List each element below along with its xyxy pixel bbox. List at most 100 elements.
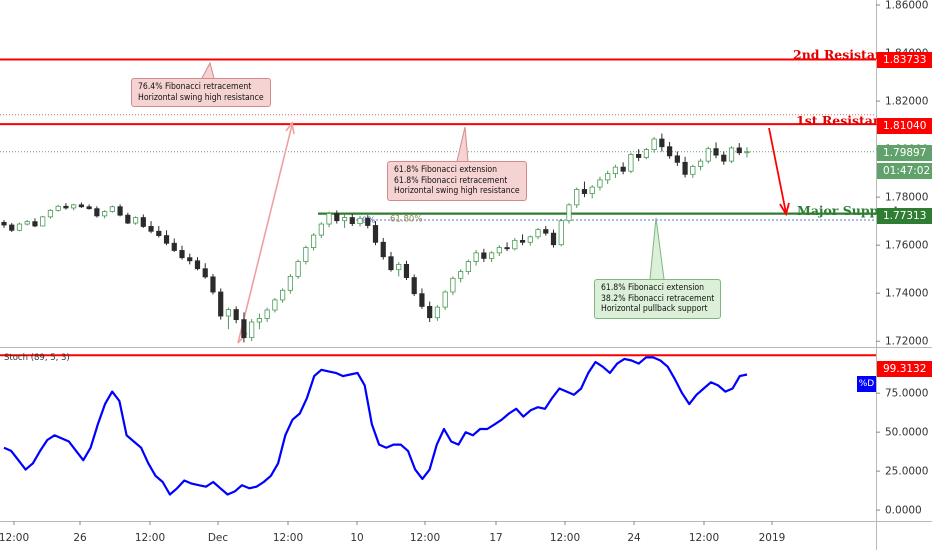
candle-body [744,151,750,154]
candle-body [132,217,139,224]
candle-body [225,309,232,317]
candle-body [303,247,309,262]
swing-arrow-up-head [285,121,295,135]
candle-body [535,229,541,238]
candle-body [597,179,603,188]
candle-body [558,220,564,246]
candle-body [504,247,510,250]
candle-body [543,229,549,234]
candle-body [690,166,696,175]
annotation-line: 61.8% Fibonacci extension [601,283,705,293]
candle-body [628,154,634,172]
stochastic-legend-d: %D [857,376,876,392]
candle-body [667,146,673,157]
candle-body [581,189,588,194]
candle-body [249,321,255,339]
candle-body [659,138,665,148]
price-tick-label: 1.82000 [885,96,928,108]
candle-body [218,291,224,317]
time-tick-label: Dec [208,532,229,544]
time-tick-label: 10 [350,532,363,544]
fib-tag-61: 61.80% [390,215,422,225]
drop-arrow [768,127,787,214]
candle-body [527,236,533,243]
annotation-line: 61.8% Fibonacci retracement [394,175,508,186]
time-tick-label: 12:00 [550,532,580,544]
candle-body [171,242,177,251]
candle-body [349,217,355,224]
candle-body [620,166,626,172]
candle-body [78,204,84,208]
candle-body [481,252,487,259]
candle-body [32,221,38,227]
time-tick-label: 12:00 [273,532,303,544]
price-tick-label: 1.72000 [885,336,928,348]
time-tick-label: 12:00 [689,532,719,544]
candle-body [442,291,448,308]
candle-body [636,154,642,158]
current-price-tag: 1.79897 [877,145,932,161]
stoch-tick-label: 0.0000 [885,505,922,517]
candle-body [589,186,595,194]
candle-body [341,217,348,222]
candle-body [272,299,278,311]
candle-body [396,263,402,271]
time-tick-label: 17 [489,532,502,544]
candle-body [434,306,441,319]
first-resistance-price-tag: 1.81040 [877,118,932,134]
candle-body [287,275,293,291]
candle-body [109,206,115,212]
candle-body [574,189,580,206]
candle-body [612,166,619,175]
time-tick-label: 26 [73,532,87,544]
candle-body [450,277,456,293]
candle-body [372,225,379,243]
time-tick-label: 2019 [759,532,786,544]
pointer-major-support [649,217,665,280]
candle-body [496,247,502,254]
candle-body [318,223,324,236]
price-tick-label: 1.76000 [885,240,928,252]
candle-body [713,148,719,156]
candle-body [403,263,410,279]
candle-body [63,205,69,209]
first-resistance-label: 1st Resistance [796,113,898,128]
overbought-price-tag: 99.3132 [877,361,932,377]
stoch-tick-label: 75.0000 [885,388,928,400]
candle-body [643,149,649,158]
candle-body [465,261,471,272]
second-resistance-price-tag: 1.83733 [877,52,932,68]
drop-arrow-head [779,202,790,217]
annotation-major-support: 61.8% Fibonacci extension 38.2% Fibonacc… [594,279,722,319]
candle-body [179,250,185,259]
axes-layer: 1.860001.840001.820001.800001.780001.760… [0,0,928,544]
candle-body [365,217,371,226]
candle-body [55,205,61,211]
candle-body [256,318,263,323]
annotation-line: Horizontal swing high resistance [138,92,264,103]
annotation-line: Horizontal pullback support [601,304,708,314]
candle-body [156,230,162,236]
stochastic-d-line [3,356,748,496]
candle-body [512,239,518,250]
candle-body [736,147,742,154]
candle-body [163,235,170,244]
candle-body [202,268,208,278]
candle-body [71,204,77,209]
candle-body [86,206,92,210]
candle-body [380,241,386,258]
candle-body [310,234,317,248]
candle-body [697,160,704,167]
candle-body [682,161,688,175]
candle-body [334,213,340,222]
candle-body [295,261,301,277]
candle-body [651,138,657,151]
candle-body [94,208,100,217]
candles-layer [1,133,750,343]
annotation-line: Horizontal swing high resistance [394,186,520,196]
candle-body [566,204,572,222]
annotation-first-resistance: 61.8% Fibonacci extension 61.8% Fibonacc… [387,161,527,201]
